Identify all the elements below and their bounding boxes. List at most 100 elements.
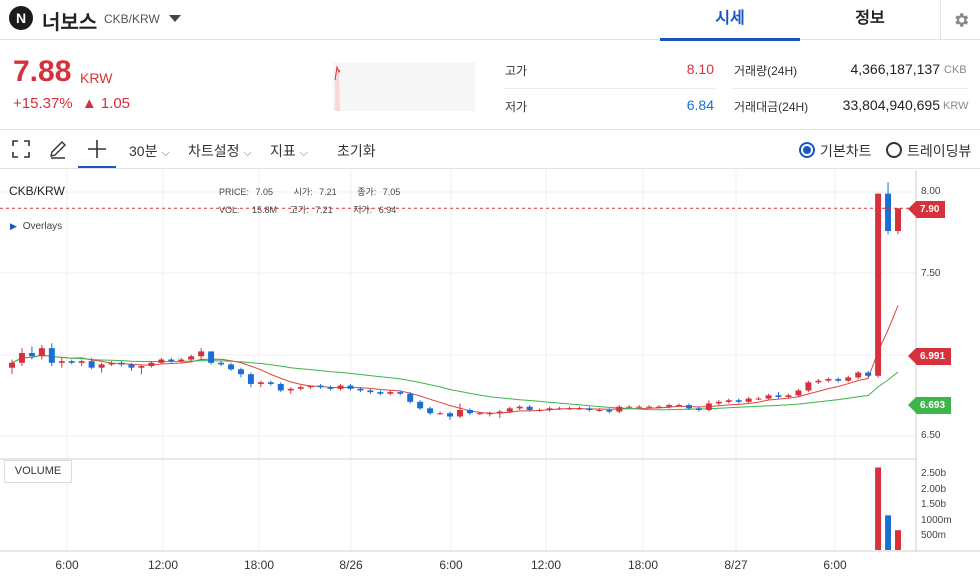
candle-body <box>576 408 583 410</box>
candle-body <box>98 364 105 368</box>
candle <box>815 379 822 384</box>
chart-symbol: CKB/KRW <box>9 184 65 198</box>
candle <box>307 385 314 389</box>
candle <box>337 383 344 391</box>
candle <box>427 406 434 415</box>
x-axis-label: 8/26 <box>339 558 363 572</box>
y-axis-label: 6.50 <box>921 430 941 441</box>
coin-pair[interactable]: CKB/KRW <box>104 12 160 26</box>
price-change: +15.37% ▲ 1.05 <box>13 95 130 112</box>
chart-grid <box>0 170 916 551</box>
candle <box>9 359 15 375</box>
chart-settings-select[interactable]: 차트설정 ⌵ <box>188 141 252 161</box>
candle <box>745 396 752 404</box>
candle <box>496 409 503 419</box>
candle-body <box>158 359 165 363</box>
candle <box>775 392 782 399</box>
ohlc-vol-label: VOL: <box>219 205 240 215</box>
price-chart[interactable] <box>0 170 980 579</box>
candle <box>317 383 324 389</box>
gear-icon[interactable] <box>940 0 980 40</box>
chevron-down-icon[interactable] <box>169 15 181 22</box>
volume-axis-label: 2.00b <box>921 484 947 495</box>
candle-body <box>118 362 125 365</box>
interval-select[interactable]: 30분 ⌵ <box>129 141 170 161</box>
change-percent: +15.37% <box>13 95 73 112</box>
candle <box>188 354 195 362</box>
ma-long-tag: 6.693 <box>907 397 952 414</box>
candle <box>417 400 424 410</box>
candle-body <box>666 405 673 407</box>
ohlc-close-value: 7.05 <box>382 187 401 197</box>
candle <box>367 388 374 394</box>
candle-body <box>526 406 533 410</box>
candle-body <box>357 388 364 391</box>
reset-button[interactable]: 초기화 <box>337 143 376 159</box>
candle-body <box>198 351 205 357</box>
candle <box>387 390 394 396</box>
candle <box>725 398 732 404</box>
crosshair-icon <box>88 140 106 158</box>
candle-body <box>596 409 603 411</box>
overlays-toggle[interactable]: ▶ Overlays <box>10 221 62 232</box>
candle-body <box>138 366 145 368</box>
ohlc-open-value: 7.21 <box>319 187 337 197</box>
x-axis-label: 8/27 <box>724 558 748 572</box>
coin-name[interactable]: 너보스 <box>42 12 98 34</box>
candle-body <box>188 356 195 360</box>
candle <box>666 403 673 409</box>
fullscreen-icon[interactable] <box>10 138 32 160</box>
price-unit: KRW <box>80 70 113 86</box>
volume-bar <box>875 467 882 550</box>
interval-label: 30분 <box>129 143 158 159</box>
volume-bars <box>875 467 901 550</box>
x-axis-label: 6:00 <box>439 558 463 572</box>
candle-body <box>108 362 115 365</box>
high-value: 8.10 <box>686 61 714 77</box>
candle <box>327 385 334 391</box>
candle <box>755 396 762 401</box>
moving-averages <box>11 305 899 414</box>
candle-body <box>9 362 15 368</box>
triangle-right-icon: ▶ <box>10 221 17 231</box>
candle-body <box>476 413 483 415</box>
x-axis-label: 18:00 <box>243 558 275 572</box>
app-header: N 너보스 CKB/KRW 시세 정보 <box>0 0 980 41</box>
candle-body <box>685 405 692 409</box>
volume-bar <box>895 530 901 550</box>
high-label: 고가 <box>505 64 528 78</box>
tradingview-label[interactable]: 트레이딩뷰 <box>907 143 972 159</box>
candle-body <box>785 395 792 397</box>
candle-body <box>865 372 872 376</box>
candle <box>237 367 244 378</box>
ohlc-high-value: 7.21 <box>315 205 333 215</box>
candle-body <box>735 400 742 402</box>
tab-info[interactable]: 정보 <box>855 10 885 27</box>
candle-body <box>287 388 294 391</box>
candle <box>257 380 264 388</box>
candle-body <box>307 385 314 388</box>
candle <box>456 403 463 419</box>
basic-chart-radio[interactable] <box>799 142 815 158</box>
volume-button[interactable]: VOLUME <box>4 460 72 483</box>
crosshair-tool-button[interactable] <box>78 130 116 168</box>
ohlc-low-label: 저가: <box>353 205 373 215</box>
y-axis-label: 7.50 <box>921 268 941 279</box>
y-axis-label: 8.00 <box>921 186 941 197</box>
volume-axis-label: 1000m <box>921 515 952 526</box>
tradingview-radio[interactable] <box>886 142 902 158</box>
candle <box>297 385 304 391</box>
candle <box>168 357 175 363</box>
pencil-icon[interactable] <box>47 138 69 160</box>
indicators-select[interactable]: 지표 ⌵ <box>270 141 308 161</box>
mini-sparkline <box>333 62 475 111</box>
candle-body <box>377 392 384 394</box>
candle <box>715 400 722 406</box>
candle <box>198 348 205 360</box>
candle <box>377 390 384 396</box>
divider <box>503 88 715 89</box>
tab-price[interactable]: 시세 <box>660 0 800 41</box>
basic-chart-label[interactable]: 기본차트 <box>820 143 872 159</box>
candle-body <box>695 408 702 410</box>
candle <box>277 382 284 393</box>
